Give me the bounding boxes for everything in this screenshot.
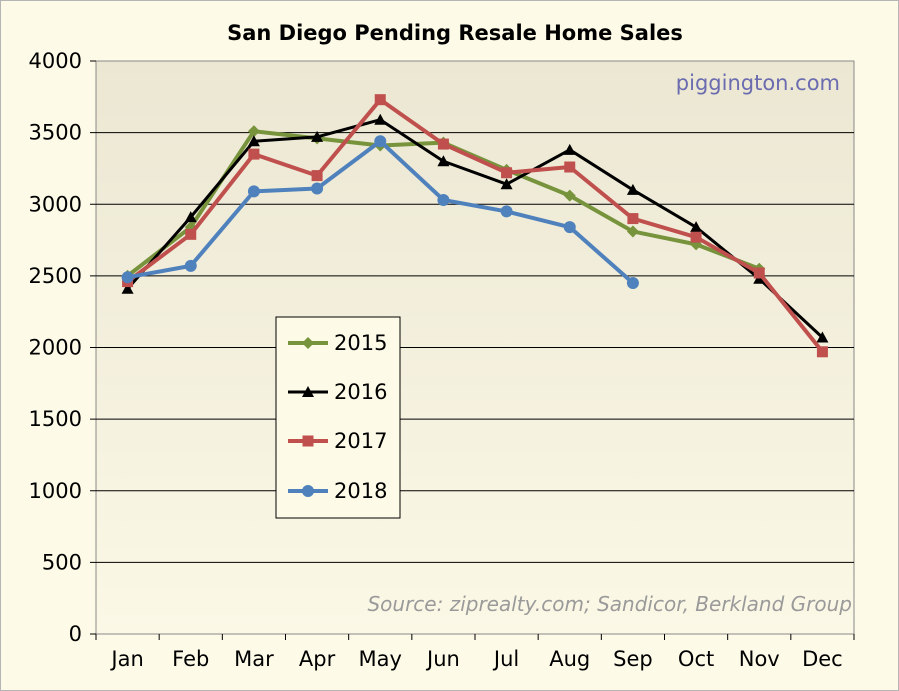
y-tick-label: 3500 (29, 121, 82, 145)
x-tick-label: Nov (739, 647, 780, 671)
x-tick-label: Jul (492, 647, 519, 671)
x-tick-label: Oct (678, 647, 714, 671)
x-tick-label: Apr (299, 647, 336, 671)
data-point (247, 125, 260, 138)
data-point (816, 346, 828, 358)
data-point (500, 178, 513, 190)
x-tick-label: Sep (613, 647, 653, 671)
data-point (311, 170, 323, 182)
data-point (311, 130, 324, 142)
data-point (311, 182, 324, 195)
source-note: Source: ziprealty.com; Sandicor, Berklan… (367, 592, 852, 616)
legend-marker (302, 485, 314, 497)
data-point (627, 213, 639, 225)
legend-marker (302, 337, 314, 349)
series-line (126, 97, 824, 354)
data-point (247, 185, 260, 198)
legend-label: 2016 (334, 380, 387, 404)
data-point (816, 331, 829, 343)
legend: 2015 2016 2017 2018 (275, 316, 401, 519)
legend-box (275, 316, 401, 519)
data-point (437, 193, 450, 206)
data-point (626, 277, 639, 290)
data-point (690, 231, 702, 243)
x-tick-label: Aug (549, 647, 590, 671)
x-tick-label: Jun (425, 647, 460, 671)
series-line (126, 118, 824, 339)
chart-title: San Diego Pending Resale Home Sales (227, 21, 683, 45)
data-point (626, 183, 639, 195)
gridlines (96, 132, 854, 563)
y-tick-label: 500 (42, 550, 82, 574)
y-tick-label: 1500 (29, 407, 82, 431)
series-layer (121, 94, 829, 358)
data-point (374, 113, 387, 125)
data-point (500, 205, 513, 218)
watermark-text: piggington.com (676, 71, 840, 95)
legend-marker (302, 435, 314, 447)
x-tick-label: Feb (172, 647, 209, 671)
data-point (564, 161, 576, 173)
data-point (121, 271, 134, 284)
data-point (247, 135, 260, 147)
x-tick-label: Dec (802, 647, 843, 671)
data-point (563, 221, 576, 234)
data-point (374, 94, 386, 106)
data-point (501, 167, 513, 179)
data-point (374, 135, 387, 148)
data-point (185, 228, 197, 240)
x-tick-label: Jan (109, 647, 143, 671)
y-tick-label: 2000 (29, 336, 82, 360)
data-point (184, 211, 197, 223)
y-tick-label: 3000 (29, 192, 82, 216)
data-point (437, 155, 450, 167)
data-point (690, 221, 703, 233)
data-point (248, 148, 260, 160)
data-point (626, 225, 639, 238)
legend-label: 2015 (334, 331, 387, 355)
y-tick-label: 2500 (29, 264, 82, 288)
y-tick-label: 0 (69, 622, 82, 646)
x-tick-label: May (359, 647, 402, 671)
legend-marker (302, 386, 314, 397)
legend-label: 2018 (334, 479, 387, 503)
data-point (184, 259, 197, 272)
y-tick-label: 4000 (29, 49, 82, 73)
y-tick-label: 1000 (29, 479, 82, 503)
data-point (121, 282, 134, 294)
x-axis: Jan Feb Mar Apr May Jun Jul Aug Sep Oct Nov Dec (95, 634, 855, 671)
data-point (437, 138, 449, 150)
data-point (563, 143, 576, 155)
series-2018 (121, 135, 639, 290)
data-point (563, 189, 576, 202)
legend-label: 2017 (334, 429, 387, 453)
data-point (753, 267, 765, 279)
x-tick-label: Mar (234, 647, 274, 671)
y-axis: 0 500 1000 1500 2000 2500 3000 3500 4000 (29, 49, 96, 646)
